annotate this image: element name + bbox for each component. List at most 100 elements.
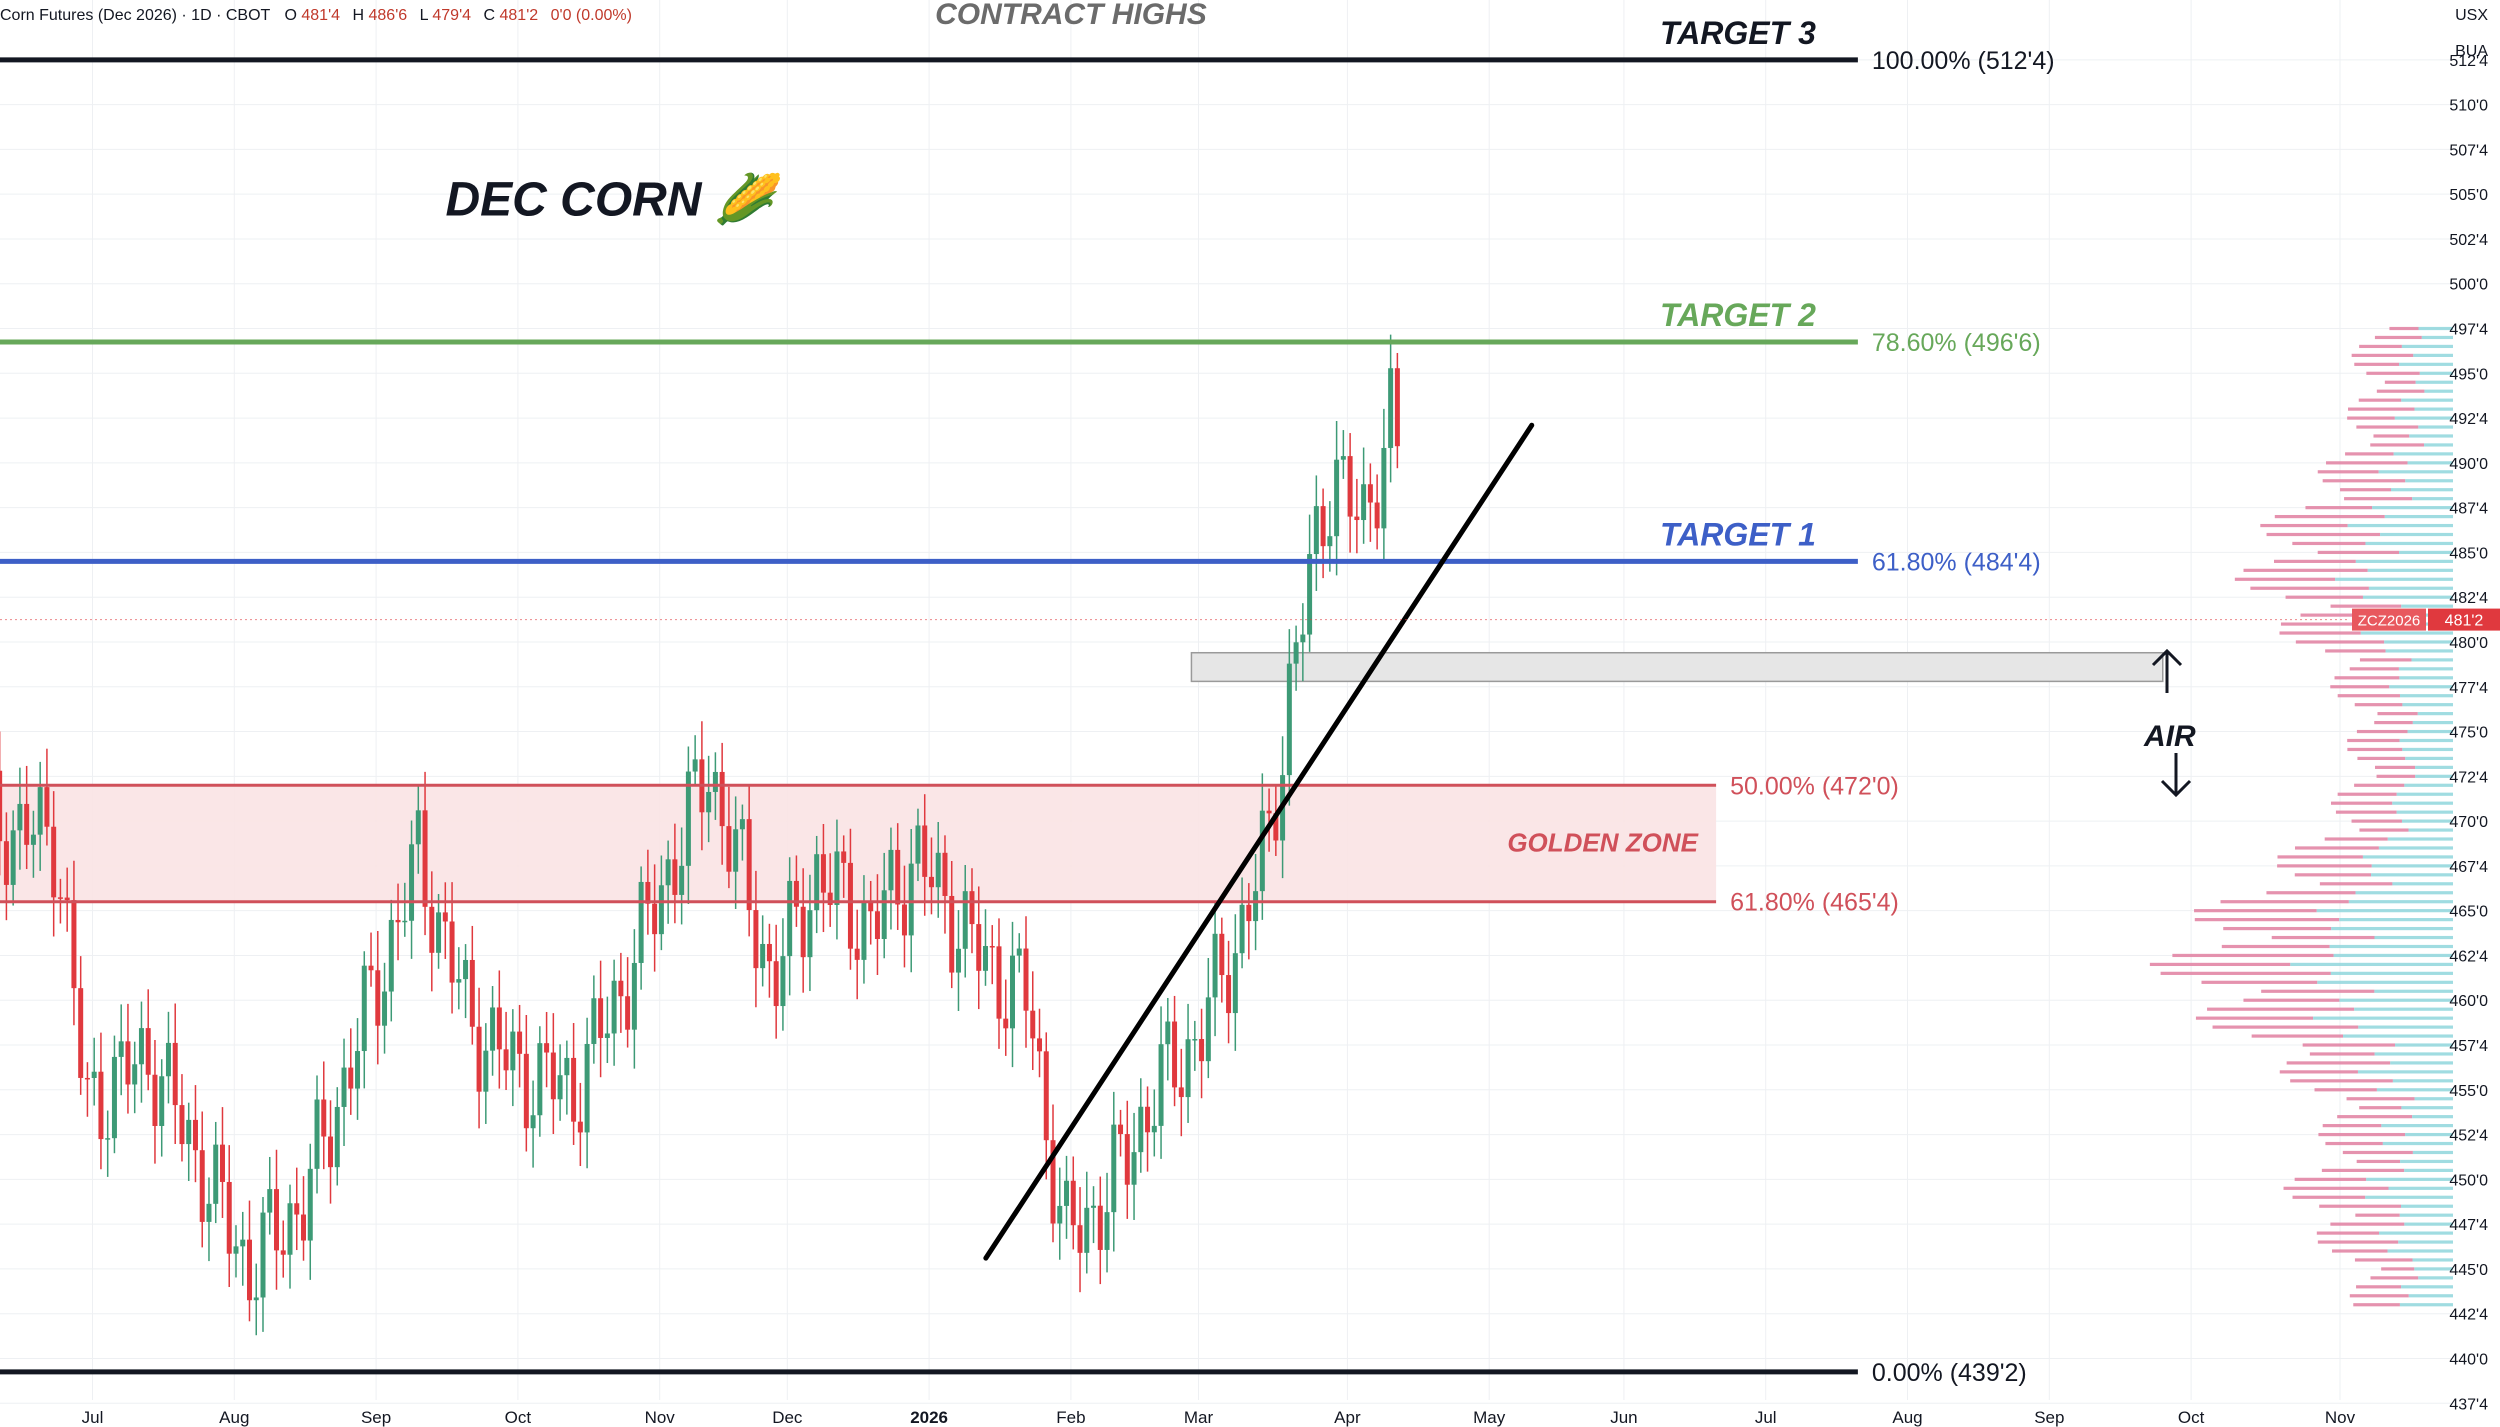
candle-body[interactable] xyxy=(98,1071,104,1140)
candle-body[interactable] xyxy=(1381,447,1387,529)
candle-body[interactable] xyxy=(571,1057,577,1122)
candle-body[interactable] xyxy=(1118,1124,1124,1135)
candle-body[interactable] xyxy=(206,1203,212,1222)
candle-body[interactable] xyxy=(773,961,779,1007)
candle-body[interactable] xyxy=(253,1297,259,1301)
candle-body[interactable] xyxy=(645,881,651,904)
candle-body[interactable] xyxy=(922,825,928,877)
candle-body[interactable] xyxy=(1104,1212,1110,1250)
candle-body[interactable] xyxy=(1226,975,1232,1014)
candle-body[interactable] xyxy=(550,1052,556,1100)
candle-body[interactable] xyxy=(962,891,968,949)
trendline[interactable] xyxy=(983,422,1535,1261)
candle-body[interactable] xyxy=(706,791,712,813)
candle-body[interactable] xyxy=(908,863,914,936)
candle-body[interactable] xyxy=(64,897,70,901)
gap-box[interactable] xyxy=(1190,651,2164,683)
candle-body[interactable] xyxy=(1388,368,1394,448)
candle-body[interactable] xyxy=(1016,948,1022,956)
candle-body[interactable] xyxy=(665,859,671,886)
candle-body[interactable] xyxy=(449,921,455,983)
candle-body[interactable] xyxy=(888,849,894,891)
candle-body[interactable] xyxy=(138,1028,144,1065)
candle-body[interactable] xyxy=(766,943,772,962)
candle-body[interactable] xyxy=(476,1026,482,1092)
candle-body[interactable] xyxy=(969,891,975,925)
candle-body[interactable] xyxy=(638,881,644,963)
candle-body[interactable] xyxy=(942,852,948,896)
candle-body[interactable] xyxy=(996,946,1002,1019)
candle-body[interactable] xyxy=(307,1168,313,1241)
candle-body[interactable] xyxy=(402,920,408,923)
candle-body[interactable] xyxy=(955,948,961,973)
candle-body[interactable] xyxy=(1050,1140,1056,1224)
candle-body[interactable] xyxy=(260,1212,266,1298)
candle-body[interactable] xyxy=(192,1119,198,1151)
candle-body[interactable] xyxy=(1199,1039,1205,1062)
candle-body[interactable] xyxy=(1253,891,1259,922)
candle-body[interactable] xyxy=(530,1115,536,1129)
candle-body[interactable] xyxy=(179,1105,185,1145)
price-axis[interactable]: 512'4 510'0 507'4 505'0 502'4 500'0 497'4 495'0… xyxy=(2449,53,2488,1427)
candle-body[interactable] xyxy=(577,1121,583,1133)
candle-body[interactable] xyxy=(456,979,462,983)
candle-body[interactable] xyxy=(348,1067,354,1089)
candle-body[interactable] xyxy=(1374,502,1380,529)
candle-body[interactable] xyxy=(726,826,732,872)
candle-body[interactable] xyxy=(733,829,739,872)
candle-body[interactable] xyxy=(199,1150,205,1222)
candle-body[interactable] xyxy=(1219,933,1225,976)
candle-body[interactable] xyxy=(240,1239,246,1247)
candle-body[interactable] xyxy=(1205,997,1211,1062)
candle-body[interactable] xyxy=(469,959,475,1027)
candle-body[interactable] xyxy=(625,996,631,1030)
candle-body[interactable] xyxy=(30,834,36,845)
candle-body[interactable] xyxy=(415,810,421,845)
candle-body[interactable] xyxy=(328,1136,334,1168)
candle-body[interactable] xyxy=(814,854,820,911)
candle-body[interactable] xyxy=(395,919,401,923)
candle-body[interactable] xyxy=(490,1007,496,1051)
candle-body[interactable] xyxy=(1347,456,1353,517)
candle-body[interactable] xyxy=(273,1189,279,1251)
candle-body[interactable] xyxy=(44,787,50,827)
candle-body[interactable] xyxy=(523,1053,529,1129)
candle-body[interactable] xyxy=(3,841,9,885)
candle-body[interactable] xyxy=(1003,1018,1009,1029)
candle-body[interactable] xyxy=(1273,813,1279,841)
candle-body[interactable] xyxy=(159,1076,165,1126)
candle-body[interactable] xyxy=(409,844,415,921)
candle-body[interactable] xyxy=(1340,456,1346,460)
candle-body[interactable] xyxy=(895,849,901,905)
candle-body[interactable] xyxy=(834,851,840,905)
candle-body[interactable] xyxy=(807,910,813,958)
candle-body[interactable] xyxy=(84,1077,90,1080)
candle-body[interactable] xyxy=(71,900,77,989)
candle-body[interactable] xyxy=(1286,663,1292,776)
candle-body[interactable] xyxy=(510,1031,516,1071)
candle-body[interactable] xyxy=(976,924,982,971)
candle-body[interactable] xyxy=(334,1106,340,1168)
candle-body[interactable] xyxy=(355,1051,361,1089)
candle-body[interactable] xyxy=(314,1099,320,1169)
candle-body[interactable] xyxy=(186,1119,192,1145)
candle-body[interactable] xyxy=(1091,1205,1097,1208)
candle-body[interactable] xyxy=(989,946,995,948)
candle-body[interactable] xyxy=(760,943,766,969)
candle-body[interactable] xyxy=(436,912,442,953)
candle-body[interactable] xyxy=(685,771,691,866)
candle-body[interactable] xyxy=(537,1043,543,1116)
candle-body[interactable] xyxy=(388,919,394,992)
candle-body[interactable] xyxy=(1354,516,1360,521)
candle-body[interactable] xyxy=(935,852,941,888)
candle-body[interactable] xyxy=(1064,1180,1070,1206)
candle-body[interactable] xyxy=(915,825,921,864)
candle-body[interactable] xyxy=(442,912,448,922)
candle-body[interactable] xyxy=(1111,1124,1117,1213)
candle-body[interactable] xyxy=(618,980,624,997)
candle-body[interactable] xyxy=(1097,1205,1103,1250)
candle-body[interactable] xyxy=(1367,484,1373,503)
candle-body[interactable] xyxy=(213,1144,219,1204)
candle-body[interactable] xyxy=(1158,1044,1164,1126)
candle-body[interactable] xyxy=(1239,904,1245,954)
